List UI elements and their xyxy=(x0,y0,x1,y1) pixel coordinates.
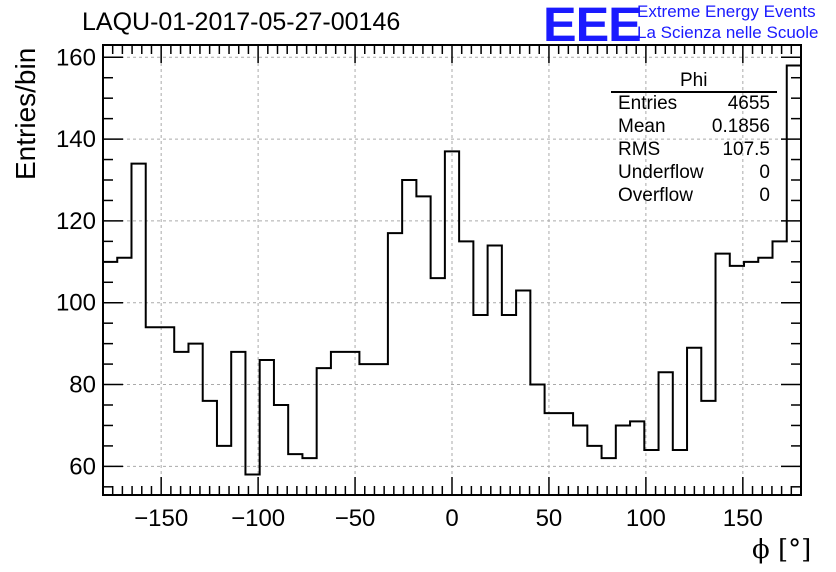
x-tick-label: 150 xyxy=(723,505,763,532)
x-axis-label: ϕ [°] xyxy=(752,535,812,565)
plot-frame xyxy=(102,44,802,496)
stats-value-entries: 4655 xyxy=(727,93,770,114)
x-tick-label: 50 xyxy=(536,505,563,532)
stats-label-entries: Entries xyxy=(618,93,678,114)
stats-label-overflow: Overflow xyxy=(618,185,693,206)
logo-line-1: Extreme Energy Events xyxy=(637,2,816,21)
x-tick-label: −150 xyxy=(134,505,188,532)
axis-ticks xyxy=(103,45,801,495)
y-axis-label: Entries/bin xyxy=(10,47,41,180)
y-tick-labels: 60 80 100 120 140 160 xyxy=(56,44,96,480)
y-tick-label: 140 xyxy=(56,126,96,153)
stats-value-rms: 107.5 xyxy=(722,139,770,160)
eee-logo: EEE xyxy=(543,0,642,52)
y-tick-label: 80 xyxy=(69,372,96,399)
x-tick-label: −50 xyxy=(335,505,376,532)
chart-title: LAQU-01-2017-05-27-00146 xyxy=(82,8,401,36)
x-tick-label: 0 xyxy=(445,505,458,532)
stats-value-mean: 0.1856 xyxy=(711,116,770,137)
y-tick-label: 100 xyxy=(56,290,96,317)
x-tick-labels: −150 −100 −50 0 50 100 150 xyxy=(134,505,763,532)
y-tick-label: 160 xyxy=(56,44,96,71)
logo-line-2: La Scienza nelle Scuole xyxy=(637,23,819,42)
stats-label-underflow: Underflow xyxy=(618,162,704,183)
stats-value-overflow: 0 xyxy=(759,185,770,206)
x-tick-label: 100 xyxy=(626,505,666,532)
stats-divider xyxy=(611,91,777,93)
stats-value-underflow: 0 xyxy=(759,162,770,183)
stats-title: Phi xyxy=(680,70,708,91)
stats-label-rms: RMS xyxy=(618,139,661,160)
histogram-series xyxy=(103,64,801,476)
y-tick-label: 60 xyxy=(69,453,96,480)
stats-label-mean: Mean xyxy=(618,116,666,137)
y-tick-label: 120 xyxy=(56,208,96,235)
grid-lines xyxy=(103,45,801,495)
x-tick-label: −100 xyxy=(231,505,285,532)
